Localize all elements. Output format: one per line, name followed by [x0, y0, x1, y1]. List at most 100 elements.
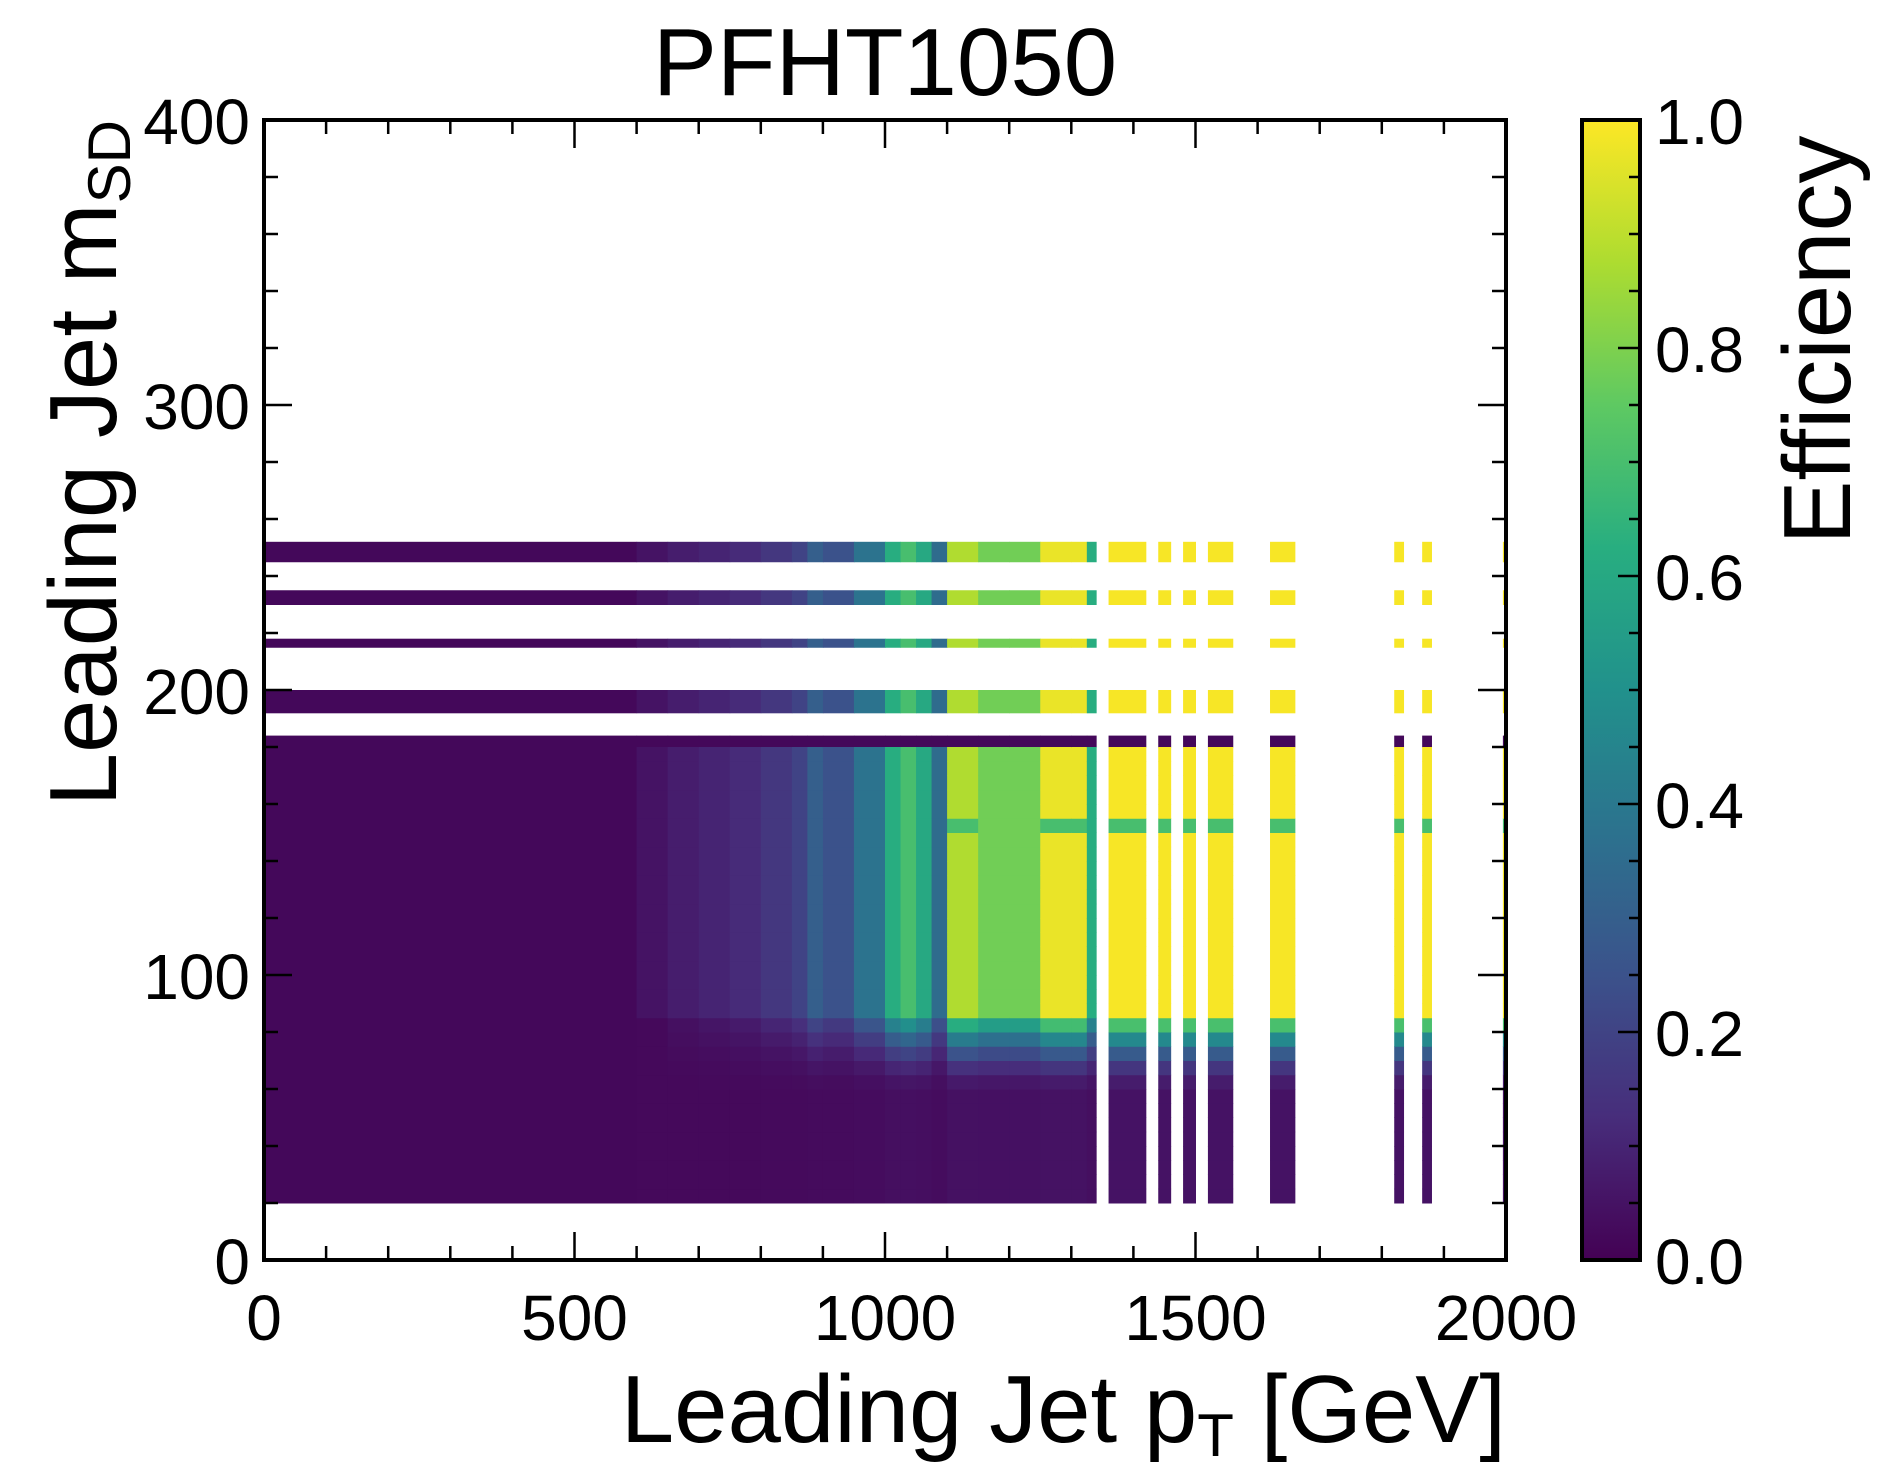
heatmap-cell — [807, 1174, 824, 1190]
heatmap-cell — [931, 861, 948, 876]
heatmap-cell — [264, 918, 638, 933]
heatmap-cell — [1009, 789, 1041, 805]
heatmap-cell — [947, 1003, 979, 1019]
heatmap-cell — [1071, 775, 1088, 791]
heatmap-cell — [807, 818, 824, 833]
heatmap-cell — [636, 1103, 669, 1118]
heatmap-cell — [760, 735, 793, 748]
heatmap-cell — [900, 846, 917, 862]
heatmap-cell — [916, 590, 933, 605]
heatmap-cell — [900, 946, 917, 962]
heatmap-cell — [1207, 889, 1234, 905]
heatmap-cell — [1040, 1046, 1072, 1061]
heatmap-cell — [931, 1188, 948, 1204]
heatmap-cell — [264, 875, 638, 890]
heatmap-cell — [931, 1003, 948, 1019]
heatmap-cell — [1270, 1160, 1296, 1175]
heatmap-cell — [853, 1046, 886, 1061]
heatmap-cell — [729, 804, 762, 819]
heatmap-cell — [1422, 1046, 1432, 1061]
heatmap-cell — [1158, 804, 1172, 819]
heatmap-cell — [698, 903, 731, 919]
heatmap-cell — [1183, 960, 1196, 976]
heatmap-cell — [1207, 1060, 1234, 1076]
heatmap-cell — [1158, 690, 1172, 714]
heatmap-cell — [947, 775, 979, 791]
heatmap-cell — [900, 1117, 917, 1133]
heatmap-cell — [1394, 989, 1405, 1004]
heatmap-cell — [1071, 638, 1088, 648]
heatmap-cell — [1086, 1074, 1097, 1090]
heatmap-cell — [760, 1131, 793, 1147]
heatmap-cell — [791, 861, 808, 876]
heatmap-cell — [1207, 1188, 1234, 1204]
heatmap-cell — [264, 1160, 638, 1175]
heatmap-cell — [729, 818, 762, 833]
heatmap-cell — [264, 747, 638, 762]
heatmap-cell — [1422, 846, 1432, 862]
heatmap-cell — [853, 1131, 886, 1147]
heatmap-cell — [698, 761, 731, 776]
heatmap-cell — [1040, 761, 1072, 776]
heatmap-cell — [1040, 541, 1072, 563]
heatmap-cell — [822, 789, 855, 805]
heatmap-cell — [931, 1174, 948, 1190]
heatmap-cell — [1009, 861, 1041, 876]
heatmap-cell — [1040, 804, 1072, 819]
heatmap-cell — [916, 960, 933, 976]
heatmap-cell — [807, 875, 824, 890]
x-axis-label: Leading Jet pT [GeV] — [621, 1356, 1506, 1469]
heatmap-cell — [1183, 590, 1196, 605]
heatmap-cell — [791, 761, 808, 776]
heatmap-cell — [885, 541, 902, 563]
heatmap-cell — [885, 1117, 902, 1133]
heatmap-cell — [1270, 1131, 1296, 1147]
colorbar-ticks: 0.0 0.2 0.4 0.6 0.8 1.0 — [1618, 86, 1744, 1298]
heatmap-cell — [853, 1174, 886, 1190]
heatmap-cell — [1009, 1074, 1041, 1090]
heatmap-cell — [760, 1103, 793, 1118]
heatmap-cell — [1086, 1188, 1097, 1204]
heatmap-cell — [1207, 960, 1234, 976]
heatmap-cell — [698, 832, 731, 848]
heatmap-cell — [900, 1188, 917, 1204]
heatmap-cell — [807, 1060, 824, 1076]
heatmap-cell — [916, 903, 933, 919]
heatmap-cell — [1270, 761, 1296, 776]
heatmap-cell — [1183, 1032, 1196, 1047]
heatmap-cell — [636, 989, 669, 1004]
heatmap-cell — [1207, 735, 1234, 748]
heatmap-cell — [853, 590, 886, 605]
heatmap-cell — [978, 918, 1010, 933]
heatmap-cell — [1009, 1117, 1041, 1133]
heatmap-cell — [791, 903, 808, 919]
heatmap-cell — [698, 1074, 731, 1090]
heatmap-cell — [1207, 818, 1234, 833]
heatmap-cell — [760, 861, 793, 876]
heatmap-cell — [1422, 590, 1432, 605]
heatmap-cell — [760, 1174, 793, 1190]
heatmap-cell — [1422, 889, 1432, 905]
heatmap-cell — [853, 775, 886, 791]
y-tick-label: 0 — [214, 1226, 250, 1298]
heatmap-cell — [1040, 1089, 1072, 1104]
heatmap-cell — [885, 975, 902, 990]
heatmap-cell — [698, 1017, 731, 1033]
heatmap-cell — [791, 1003, 808, 1019]
heatmap-cell — [978, 1146, 1010, 1161]
heatmap-cell — [264, 846, 638, 862]
heatmap-cell — [1270, 1032, 1296, 1047]
heatmap-cell — [667, 541, 700, 563]
heatmap-cell — [807, 1160, 824, 1175]
heatmap-cell — [1394, 1046, 1405, 1061]
heatmap-cell — [1040, 1188, 1072, 1204]
heatmap-cell — [931, 1060, 948, 1076]
heatmap-cell — [667, 932, 700, 947]
heatmap-cell — [1207, 1089, 1234, 1104]
heatmap-cell — [636, 918, 669, 933]
heatmap-cell — [1183, 747, 1196, 762]
heatmap-cell — [667, 975, 700, 990]
heatmap-cell — [1183, 846, 1196, 862]
heatmap-cell — [931, 875, 948, 890]
heatmap-cell — [1422, 918, 1432, 933]
